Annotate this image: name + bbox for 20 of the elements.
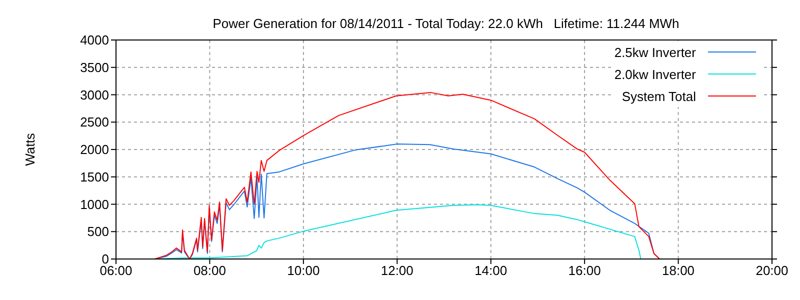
y-axis-title: Watts (22, 132, 38, 166)
y-tick-label: 3500 (80, 60, 109, 75)
x-tick-label: 16:00 (568, 263, 601, 278)
y-tick-label: 1000 (80, 196, 109, 212)
legend-label: System Total (622, 88, 696, 104)
x-tick-label: 12:00 (380, 263, 414, 278)
x-tick-label: 18:00 (662, 263, 695, 278)
y-tick-label: 500 (87, 224, 109, 240)
x-tick-label: 20:00 (756, 263, 788, 278)
y-tick-label: 3000 (80, 87, 109, 102)
chart-title: Power Generation for 08/14/2011 - Total Today: 22.0 kWh Lifetime: 11.244 MWh (212, 16, 680, 31)
x-tick-label: 08:00 (193, 263, 226, 278)
x-tick-label: 14:00 (474, 263, 508, 278)
y-tick-label: 2500 (80, 114, 109, 130)
x-tick-label: 10:00 (287, 263, 320, 278)
y-tick-label: 1500 (80, 169, 109, 184)
legend-label: 2.0kw Inverter (614, 66, 696, 82)
y-tick-label: 2000 (80, 142, 109, 158)
y-tick-label: 4000 (80, 32, 109, 48)
legend-label: 2.5kw Inverter (614, 44, 696, 60)
